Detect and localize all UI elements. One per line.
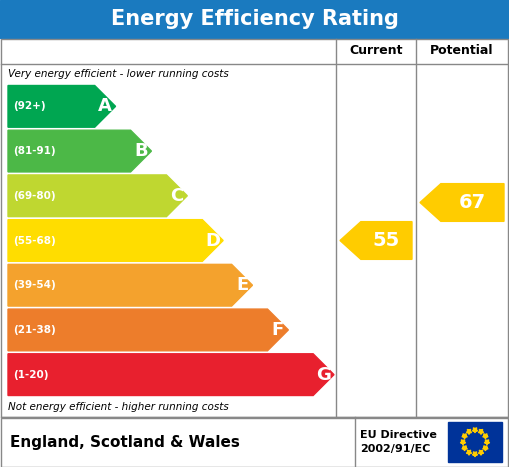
Text: (39-54): (39-54) [13, 280, 56, 290]
Text: G: G [316, 366, 331, 384]
Text: Energy Efficiency Rating: Energy Efficiency Rating [110, 9, 399, 29]
Text: D: D [205, 232, 220, 249]
Text: C: C [170, 187, 184, 205]
Polygon shape [460, 440, 466, 445]
Polygon shape [420, 184, 504, 221]
Bar [1, 418, 508, 467]
Polygon shape [8, 264, 252, 306]
Text: 55: 55 [373, 231, 400, 250]
Text: Current: Current [349, 44, 403, 57]
Text: B: B [134, 142, 148, 160]
Polygon shape [485, 440, 490, 445]
Text: E: E [236, 276, 248, 294]
Text: Potential: Potential [430, 44, 494, 57]
Bar [1, 39, 508, 417]
Text: (21-38): (21-38) [13, 325, 56, 335]
Polygon shape [478, 450, 484, 455]
Polygon shape [8, 309, 289, 351]
Text: Very energy efficient - lower running costs: Very energy efficient - lower running co… [8, 69, 229, 79]
Text: Not energy efficient - higher running costs: Not energy efficient - higher running co… [8, 402, 229, 412]
Polygon shape [466, 429, 472, 434]
Text: EU Directive: EU Directive [360, 430, 437, 440]
Polygon shape [8, 219, 223, 262]
Polygon shape [483, 434, 488, 439]
Polygon shape [340, 222, 412, 259]
Text: F: F [272, 321, 284, 339]
Polygon shape [8, 354, 334, 396]
Text: (69-80): (69-80) [13, 191, 55, 201]
Polygon shape [462, 434, 467, 439]
Polygon shape [472, 428, 477, 433]
Bar [0, 0, 509, 38]
Polygon shape [478, 429, 484, 434]
Polygon shape [462, 446, 467, 451]
Text: England, Scotland & Wales: England, Scotland & Wales [10, 434, 240, 450]
Polygon shape [8, 85, 116, 127]
Polygon shape [466, 450, 472, 455]
Text: 2002/91/EC: 2002/91/EC [360, 444, 431, 454]
Text: A: A [98, 97, 112, 115]
Bar [448, 422, 502, 462]
Text: (1-20): (1-20) [13, 370, 48, 380]
Text: 67: 67 [459, 193, 486, 212]
Polygon shape [8, 130, 152, 172]
Polygon shape [8, 175, 187, 217]
Polygon shape [472, 452, 477, 457]
Polygon shape [483, 446, 488, 451]
Text: (92+): (92+) [13, 101, 46, 111]
Text: (81-91): (81-91) [13, 146, 55, 156]
Text: (55-68): (55-68) [13, 235, 56, 246]
